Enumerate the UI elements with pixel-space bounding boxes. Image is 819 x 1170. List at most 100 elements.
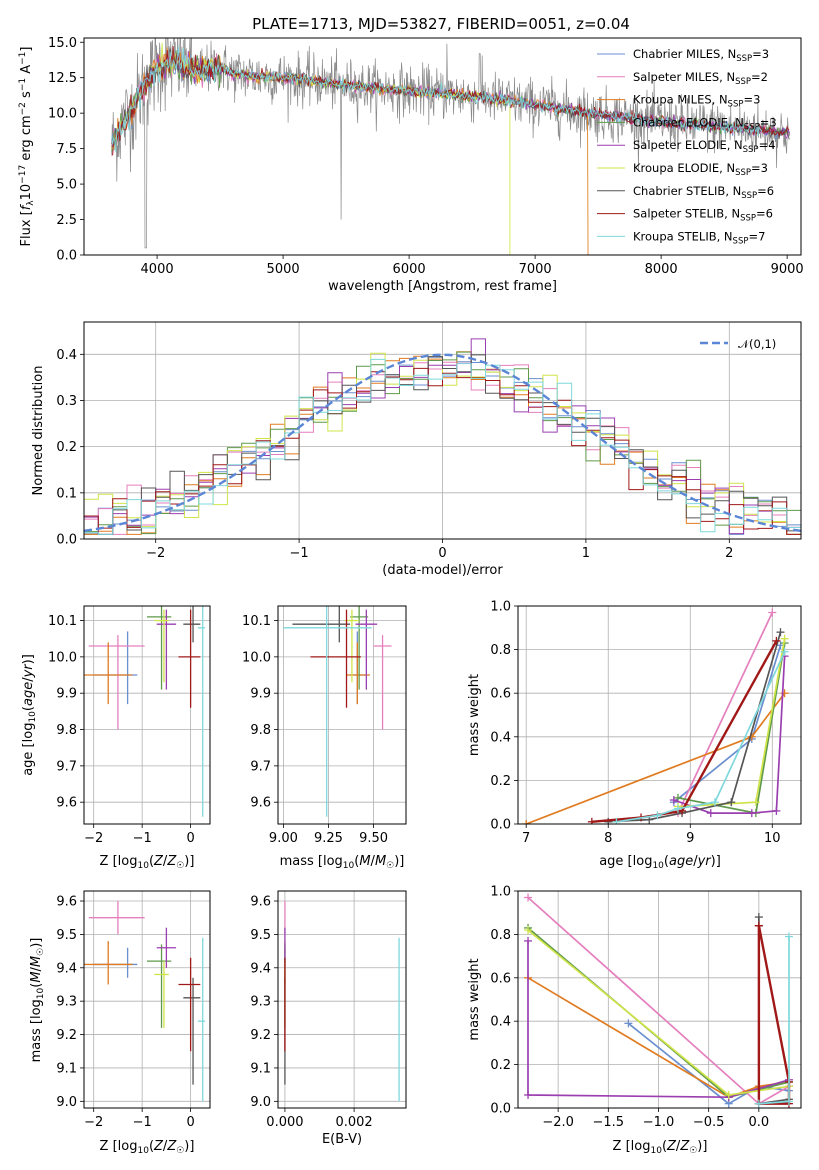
y-tick-label: 0.3: [56, 394, 77, 409]
x-tick-label: 0.002: [335, 1115, 372, 1130]
x-tick-label: 6000: [393, 262, 426, 277]
residual-histograms: [84, 338, 801, 535]
y-tick-label: 0.8: [490, 643, 511, 658]
weight-line-2: [525, 692, 786, 824]
y-tick-label: 0.4: [490, 1015, 511, 1030]
x-tick-label: 0: [438, 546, 446, 561]
weight_vs_Z-xlabel: Z [log10(Z/Z☉)]: [613, 1139, 708, 1156]
weight_vs_Z-lines: [524, 893, 793, 1108]
age_vs_Z-points: [84, 606, 206, 817]
y-tick-label: 0.6: [490, 687, 511, 702]
x-tick-label: −0.5: [693, 1115, 725, 1130]
x-tick-label: 1: [582, 546, 590, 561]
x-tick-label: −1: [290, 546, 309, 561]
spectrum-xlabel: wavelength [Angstrom, rest frame]: [328, 279, 557, 294]
y-tick-label: 1.0: [490, 600, 511, 615]
y-tick-label: 12.5: [48, 71, 77, 86]
y-tick-label: 9.2: [56, 1028, 77, 1043]
y-tick-label: 9.0: [250, 1095, 271, 1110]
x-tick-label: 8: [604, 831, 612, 846]
x-tick-label: −1: [133, 831, 152, 846]
x-tick-label: 9000: [771, 262, 804, 277]
legend-entry: Chabrier MILES, NSSP=3: [633, 47, 769, 64]
age_vs_Z-frame: [83, 605, 211, 825]
mass_vs_Z-frame: [83, 890, 211, 1109]
x-tick-label: −1.0: [643, 1115, 675, 1130]
spectrum-legend: Chabrier MILES, NSSP=3 Salpeter MILES, NS…: [597, 47, 777, 246]
x-tick-label: 7000: [519, 262, 552, 277]
y-tick-label: 9.8: [250, 723, 271, 738]
x-tick-label: −2: [84, 831, 103, 846]
y-tick-label: 5.0: [56, 178, 77, 193]
y-tick-label: 0.1: [56, 486, 77, 501]
residuals-xlabel: (data-model)/error: [382, 563, 503, 578]
age_vs_Z-axes: −2 −1 0 9.6 9.7 9.8 9.9 10.0 10.1: [48, 606, 210, 846]
spectrum-frame: [83, 37, 802, 256]
x-tick-label: 8000: [645, 262, 678, 277]
y-tick-label: 0.0: [490, 1102, 511, 1117]
x-tick-label: 0.0: [749, 1115, 770, 1130]
y-tick-label: 9.4: [56, 961, 77, 976]
age_vs_Z-xlabel: Z [log10(Z/Z☉)]: [100, 854, 195, 871]
age_vs_mass-xlabel: mass [log10(M/M☉)]: [280, 854, 405, 871]
y-tick-label: 0.6: [490, 971, 511, 986]
mass_vs_Z-ylabel: mass [log10(M/M☉)]: [29, 938, 46, 1063]
mass_vs_Z-axes: −2 −1 0 9.0 9.1 9.2 9.3 9.4 9.5 9.6: [56, 891, 210, 1130]
model-spectrum-8: [111, 46, 763, 153]
y-tick-label: 0.4: [56, 348, 77, 363]
y-tick-label: 7.5: [56, 142, 77, 157]
observed-spectrum: [111, 38, 791, 249]
residual-histogram-4: [84, 338, 801, 535]
y-tick-label: 10.0: [48, 650, 77, 665]
y-tick-label: 9.5: [250, 928, 271, 943]
y-tick-label: 9.3: [250, 995, 271, 1010]
mass_vs_ebv-axes: 0.000 0.002 9.0 9.1 9.2 9.3 9.4 9.5 9.6: [250, 891, 406, 1130]
normal-legend-label: 𝒩(0,1): [738, 337, 776, 351]
x-tick-label: −1: [133, 1115, 152, 1130]
weight-line-1: [677, 612, 774, 814]
x-tick-label: 9.50: [359, 831, 388, 846]
y-tick-label: 9.6: [56, 796, 77, 811]
x-tick-label: 0: [186, 831, 194, 846]
mass_vs_Z-points: [84, 901, 206, 1102]
y-tick-label: 9.7: [250, 759, 271, 774]
y-tick-label: 0.0: [490, 818, 511, 833]
x-tick-label: 9: [686, 831, 694, 846]
x-tick-label: −1.5: [593, 1115, 625, 1130]
spectrum-lines: [111, 38, 791, 255]
spectrum-axes: 4000 5000 6000 7000 8000 9000 0.0 2.5 5.0 7.5 10.0…: [48, 36, 804, 277]
y-tick-label: 9.2: [250, 1028, 271, 1043]
age_vs_mass-axes: 9.00 9.25 9.50 9.6 9.7 9.8 9.9 10.0 10.1: [242, 606, 406, 846]
x-tick-label: 5000: [267, 262, 300, 277]
y-tick-label: 1.0: [490, 885, 511, 900]
y-tick-label: 0.4: [490, 730, 511, 745]
y-tick-label: 15.0: [48, 36, 77, 51]
y-tick-label: 10.0: [48, 107, 77, 122]
y-tick-label: 9.6: [250, 895, 271, 910]
legend-entry: Salpeter ELODIE, NSSP=4: [633, 138, 776, 155]
legend-entry: Kroupa ELODIE, NSSP=3: [633, 161, 768, 178]
legend-entry: Salpeter STELIB, NSSP=6: [633, 207, 773, 224]
residual-histogram-5: [84, 352, 801, 535]
y-tick-label: 9.4: [250, 961, 271, 976]
age_vs_Z-ylabel: age [log10(age/yr)]: [21, 654, 38, 776]
legend-entry: Kroupa STELIB, NSSP=7: [633, 229, 765, 246]
weight_vs_Z-frame: [517, 890, 802, 1109]
y-tick-label: 9.7: [56, 759, 77, 774]
mass_vs_ebv-points: [284, 901, 400, 1102]
weight_vs_age-xlabel: age [log10(age/yr)]: [599, 854, 721, 871]
y-tick-label: 9.5: [56, 928, 77, 943]
figure-title: PLATE=1713, MJD=53827, FIBERID=0051, z=0…: [252, 15, 630, 33]
weight_vs_age-lines: [522, 608, 789, 824]
x-tick-label: 0.000: [266, 1115, 303, 1130]
y-tick-label: 9.9: [56, 687, 77, 702]
x-tick-label: 0: [186, 1115, 194, 1130]
residual-histogram-8: [84, 358, 801, 535]
weight-line-8: [758, 936, 790, 1105]
y-tick-label: 10.1: [242, 614, 271, 629]
y-tick-label: 0.0: [56, 249, 77, 264]
y-tick-label: 9.6: [56, 895, 77, 910]
y-tick-label: 9.1: [56, 1061, 77, 1076]
weight_vs_Z-ylabel: mass weight: [467, 958, 482, 1040]
